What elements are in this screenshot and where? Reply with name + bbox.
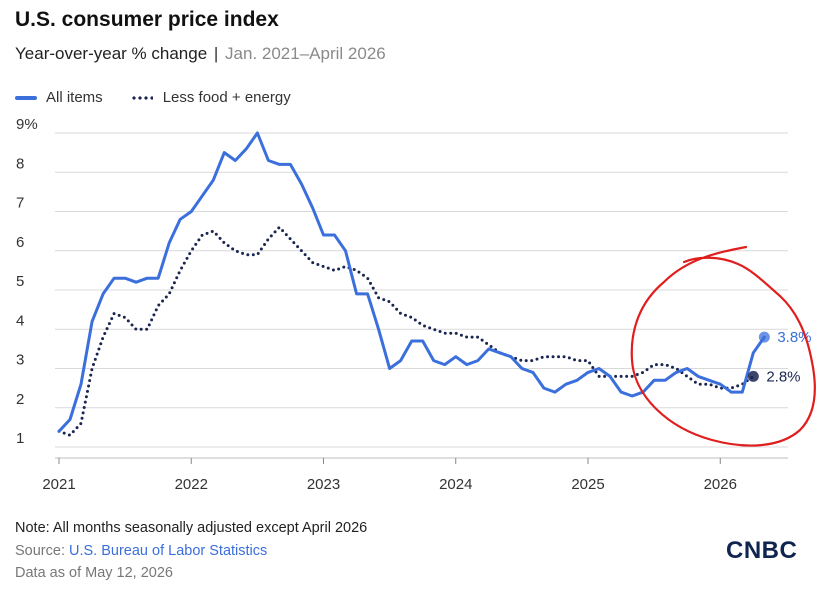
subtitle-main: Year-over-year % change: [15, 44, 208, 63]
legend-item-core: Less food + energy: [130, 89, 291, 106]
x-tick-label-2023: 2023: [307, 476, 340, 493]
x-tick-label-2025: 2025: [571, 476, 604, 493]
series-line-all-items: [57, 131, 766, 433]
y-tick-label-1: 1: [16, 430, 24, 447]
y-tick-label-8: 8: [16, 155, 24, 172]
chart-legend: All items Less food + energy: [15, 89, 319, 106]
y-tick-label-4: 4: [16, 312, 24, 329]
subtitle-date-range: Jan. 2021–April 2026: [225, 44, 386, 63]
end-point-all-items: [758, 331, 770, 343]
footnote: Note: All months seasonally adjusted exc…: [15, 520, 368, 536]
source-line: Source: U.S. Bureau of Labor Statistics: [15, 543, 267, 559]
legend-swatch-dotted-line: [130, 95, 153, 100]
y-tick-label-7: 7: [16, 195, 24, 212]
legend-item-all-items: All items: [15, 89, 103, 106]
chart-title: U.S. consumer price index: [15, 8, 279, 31]
source-prefix: Source:: [15, 543, 69, 559]
y-tick-label-6: 6: [16, 234, 24, 251]
legend-label-all-items: All items: [46, 89, 103, 106]
y-tick-label-9: 9%: [16, 118, 38, 133]
series-line-less-food-energy: [57, 225, 755, 437]
x-tick-label-2026: 2026: [704, 476, 737, 493]
legend-swatch-solid-line: [15, 95, 37, 100]
source-link[interactable]: U.S. Bureau of Labor Statistics: [69, 543, 268, 559]
end-point-less-food-energy: [747, 370, 759, 382]
y-tick-label-3: 3: [16, 352, 24, 369]
chart-subtitle: Year-over-year % change | Jan. 2021–Apri…: [15, 44, 386, 64]
x-tick-label-2021: 2021: [42, 476, 75, 493]
red-annotation-circle: [630, 245, 816, 447]
y-tick-label-5: 5: [16, 273, 24, 290]
legend-label-core: Less food + energy: [162, 89, 291, 106]
x-tick-label-2024: 2024: [439, 476, 472, 493]
y-tick-label-2: 2: [16, 391, 24, 408]
subtitle-separator: |: [213, 44, 219, 63]
x-tick-label-2022: 2022: [175, 476, 208, 493]
data-as-of: Data as of May 12, 2026: [15, 565, 173, 581]
end-label-less-food-energy: 2.8%: [766, 368, 800, 385]
cnbc-logo: CNBC: [726, 537, 798, 564]
